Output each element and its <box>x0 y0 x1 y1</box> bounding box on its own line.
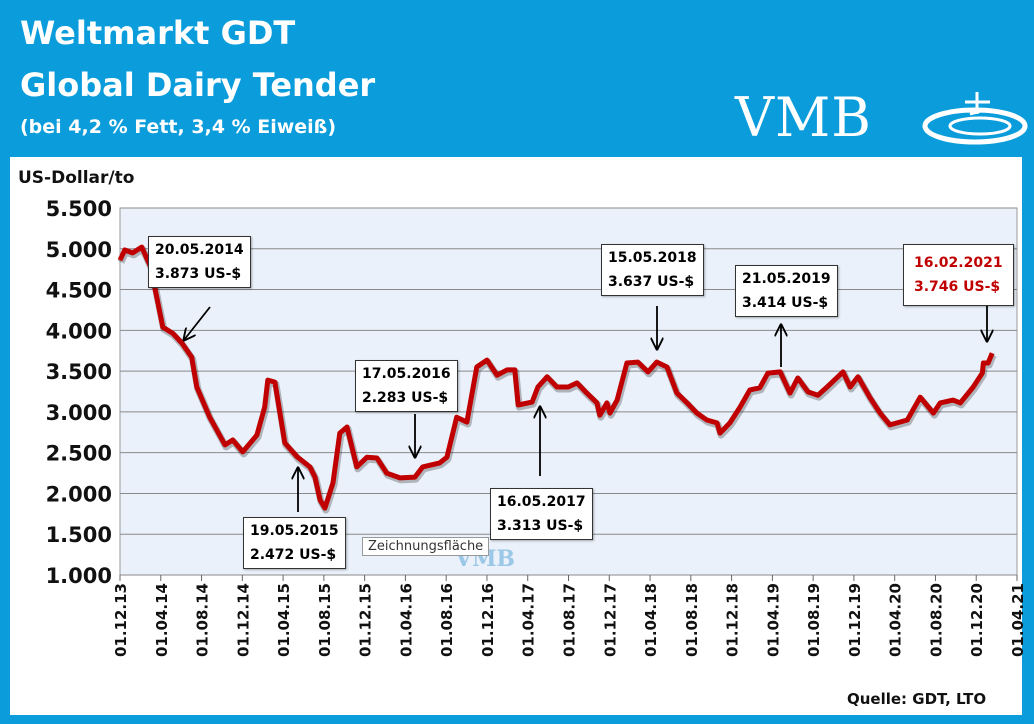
x-tick-label: 01.12.20 <box>968 583 986 657</box>
y-axis-label: US-Dollar/to <box>18 168 135 188</box>
y-tick-label: 3.000 <box>46 401 112 425</box>
y-tick-label: 4.000 <box>46 319 112 343</box>
annotation-box: 21.05.2019 3.414 US-$ <box>735 265 838 317</box>
tooltip: Zeichnungsfläche <box>362 537 490 556</box>
title-line-2: Global Dairy Tender <box>20 66 376 104</box>
x-tick-label: 01.12.19 <box>846 583 864 657</box>
x-tick-label: 01.04.19 <box>764 583 782 657</box>
x-tick-label: 01.12.16 <box>479 583 497 657</box>
x-tick-label: 01.12.17 <box>601 583 619 657</box>
source-note: Quelle: GDT, LTO <box>847 690 987 708</box>
y-tick-label: 5.000 <box>46 238 112 262</box>
annotation-value: 3.637 US-$ <box>608 274 695 290</box>
x-tick-label: 01.04.15 <box>275 583 293 657</box>
title-line-1: Weltmarkt GDT <box>20 14 296 52</box>
price-line <box>117 244 995 511</box>
annotation-value: 2.472 US-$ <box>250 547 337 563</box>
y-tick-label: 1.000 <box>46 564 112 588</box>
annotation-date: 19.05.2015 <box>250 523 339 539</box>
x-tick-label: 01.08.16 <box>438 583 456 657</box>
x-tick-label: 01.12.18 <box>724 583 742 657</box>
y-tick-label: 5.500 <box>46 197 112 221</box>
annotation-date: 17.05.2016 <box>362 366 451 382</box>
x-tick-label: 01.12.13 <box>112 583 130 657</box>
x-tick-label: 01.08.19 <box>805 583 823 657</box>
annotation-box: 16.05.2017 3.313 US-$ <box>490 488 593 540</box>
y-tick-label: 4.500 <box>46 279 112 303</box>
annotation-value: 3.414 US-$ <box>742 295 829 311</box>
annotation-box: 15.05.2018 3.637 US-$ <box>601 244 704 296</box>
x-tick-label: 01.04.21 <box>1009 583 1027 657</box>
annotation-date: 16.05.2017 <box>497 494 586 510</box>
annotation-value: 3.873 US-$ <box>155 266 242 282</box>
x-tick-label: 01.08.18 <box>683 583 701 657</box>
x-tick-label: 01.08.14 <box>194 583 212 657</box>
x-tick-label: 01.08.17 <box>561 583 579 657</box>
subtitle: (bei 4,2 % Fett, 3,4 % Eiweiß) <box>20 116 337 138</box>
y-tick-label: 1.500 <box>46 523 112 547</box>
annotation-box: 17.05.2016 2.283 US-$ <box>355 360 458 412</box>
x-tick-label: 01.04.14 <box>153 583 171 657</box>
annotation-date: 16.02.2021 <box>914 255 1003 271</box>
annotation-value: 2.283 US-$ <box>362 390 449 406</box>
annotation-arrow <box>184 306 211 340</box>
annotation-box: 19.05.2015 2.472 US-$ <box>243 517 346 569</box>
y-tick-label: 2.000 <box>46 482 112 506</box>
annotation-date: 15.05.2018 <box>608 250 697 266</box>
vmb-logo: VMB <box>735 86 872 149</box>
x-tick-label: 01.04.20 <box>887 583 905 657</box>
vmb-logo-icon <box>922 92 1028 145</box>
annotation-date: 21.05.2019 <box>742 271 831 287</box>
annotation-box: 16.02.2021 3.746 US-$ <box>903 244 1014 306</box>
x-tick-label: 01.04.16 <box>397 583 415 657</box>
annotation-box: 20.05.2014 3.873 US-$ <box>148 236 251 288</box>
y-tick-label: 2.500 <box>46 442 112 466</box>
y-tick-label: 3.500 <box>46 360 112 384</box>
x-tick-label: 01.04.17 <box>520 583 538 657</box>
x-tick-label: 01.12.15 <box>357 583 375 657</box>
annotation-value: 3.313 US-$ <box>497 518 584 534</box>
x-tick-label: 01.12.14 <box>234 583 252 657</box>
x-tick-label: 01.08.20 <box>927 583 945 657</box>
x-tick-label: 01.04.18 <box>642 583 660 657</box>
annotation-value: 3.746 US-$ <box>914 279 1001 295</box>
annotation-date: 20.05.2014 <box>155 242 244 258</box>
x-tick-label: 01.08.15 <box>316 583 334 657</box>
